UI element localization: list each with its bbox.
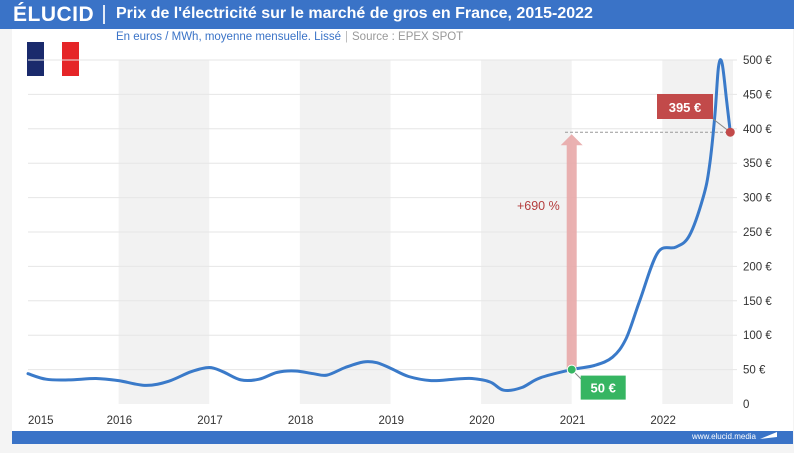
footer-url: www.elucid.media <box>691 432 756 441</box>
flag-stripe-red <box>61 42 79 76</box>
x-tick-label: 2018 <box>288 415 314 427</box>
subtitle-text: En euros / MWh, moyenne mensuelle. Lissé <box>116 31 341 43</box>
end-point-marker <box>725 127 735 137</box>
end-value-badge <box>657 94 713 119</box>
x-axis-labels: 2015 2016 2017 2018 2019 2020 2021 2022 <box>28 415 676 427</box>
x-tick-label: 2021 <box>560 415 586 427</box>
y-tick-label: 50 € <box>743 365 766 377</box>
start-value-label: 50 € <box>591 381 616 396</box>
y-tick-label: 300 € <box>743 193 772 205</box>
footer-arrow-icon <box>760 432 777 439</box>
x-tick-label: 2020 <box>469 415 495 427</box>
increase-arrow <box>560 134 583 370</box>
brand-logo: ÉLUCID <box>13 3 95 26</box>
y-tick-label: 0 <box>743 399 749 411</box>
y-tick-label: 350 € <box>743 158 772 170</box>
y-tick-label: 150 € <box>743 296 772 308</box>
flag-stripe-blue <box>27 42 45 76</box>
chart-subtitle: En euros / MWh, moyenne mensuelle. Lissé… <box>116 31 463 43</box>
end-value-label: 395 € <box>669 100 702 115</box>
y-tick-label: 100 € <box>743 330 772 342</box>
subtitle-separator: | <box>345 31 348 43</box>
y-tick-label: 250 € <box>743 227 772 239</box>
chart-title: Prix de l'électricité sur le marché de g… <box>116 5 593 22</box>
y-tick-label: 400 € <box>743 124 772 136</box>
x-tick-label: 2016 <box>107 415 133 427</box>
x-tick-label: 2019 <box>378 415 404 427</box>
y-tick-label: 200 € <box>743 261 772 273</box>
y-axis-labels: 0 50 € 100 € 150 € 200 € 250 € 300 € 350 € 400 €… <box>743 55 772 411</box>
y-gridlines <box>28 59 737 371</box>
source-label: Source : EPEX SPOT <box>352 31 464 43</box>
y-tick-label: 450 € <box>743 89 772 101</box>
y-tick-label: 500 € <box>743 55 772 67</box>
x-tick-label: 2022 <box>650 415 676 427</box>
x-tick-label: 2015 <box>28 415 54 427</box>
start-value-badge <box>580 375 626 400</box>
header-separator <box>103 5 105 24</box>
france-flag-icon <box>27 42 79 76</box>
start-point-marker <box>566 364 577 375</box>
percent-change-label: +690 % <box>517 199 560 213</box>
price-line <box>26 58 732 392</box>
flag-stripe-white <box>44 42 62 76</box>
x-tick-label: 2017 <box>197 415 223 427</box>
header-bar: ÉLUCID Prix de l'électricité sur le marc… <box>0 0 794 29</box>
footer-bar <box>12 431 793 444</box>
